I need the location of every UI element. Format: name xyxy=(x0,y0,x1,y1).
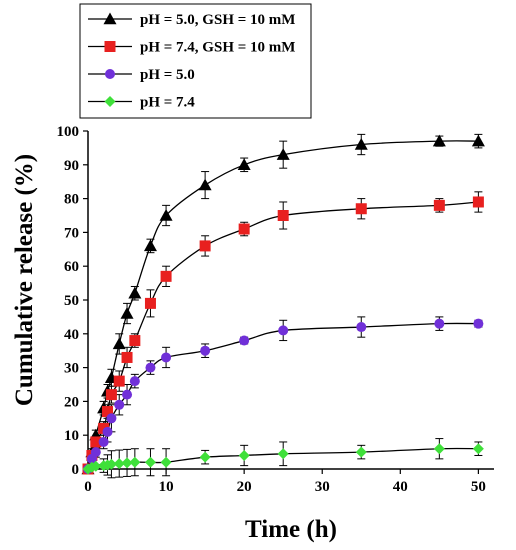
data-point-series-3 xyxy=(105,458,117,470)
data-point-series-1 xyxy=(144,297,156,309)
x-tick-label: 0 xyxy=(84,479,92,495)
legend-marker xyxy=(105,69,115,79)
legend: pH = 5.0, GSH = 10 mM pH = 7.4, GSH = 10 … xyxy=(79,3,312,119)
y-tick-label: 70 xyxy=(64,225,79,241)
y-tick-label: 90 xyxy=(64,158,79,174)
data-point-series-2 xyxy=(106,413,117,424)
data-point-series-1 xyxy=(433,199,445,211)
data-point-series-2 xyxy=(434,318,445,329)
y-tick-label: 10 xyxy=(64,428,79,444)
data-point-series-3 xyxy=(355,446,367,458)
x-tick-label: 40 xyxy=(393,479,408,495)
legend-label: pH = 5.0 xyxy=(140,67,195,83)
y-tick-label: 80 xyxy=(64,192,79,208)
data-point-series-2 xyxy=(90,447,101,458)
legend-marker xyxy=(104,41,116,52)
x-tick-label: 30 xyxy=(315,479,330,495)
y-tick-label: 30 xyxy=(64,361,79,377)
x-tick-label: 50 xyxy=(471,479,486,495)
data-point-series-2 xyxy=(239,335,250,346)
data-point-series-0 xyxy=(159,209,173,221)
data-point-series-1 xyxy=(98,422,110,434)
data-point-series-3 xyxy=(238,449,250,461)
legend-marker xyxy=(104,96,116,107)
x-tick-label: 20 xyxy=(237,479,252,495)
data-point-series-2 xyxy=(129,376,140,387)
data-point-series-1 xyxy=(199,240,211,252)
y-tick-label: 20 xyxy=(64,394,79,410)
data-point-series-3 xyxy=(129,456,141,468)
data-point-series-2 xyxy=(161,352,172,363)
series-markers xyxy=(81,134,485,475)
data-point-series-1 xyxy=(129,335,141,347)
data-point-series-1 xyxy=(105,389,117,401)
data-point-series-1 xyxy=(160,270,172,282)
data-point-series-3 xyxy=(472,443,484,455)
legend-marker xyxy=(103,12,117,25)
data-point-series-0 xyxy=(432,134,446,147)
data-point-series-2 xyxy=(145,362,156,373)
data-point-series-0 xyxy=(354,138,368,150)
data-point-series-1 xyxy=(90,436,102,448)
legend-label: pH = 7.4, GSH = 10 mM xyxy=(140,40,295,56)
data-point-series-2 xyxy=(122,389,133,400)
data-point-series-3 xyxy=(160,456,172,468)
x-tick-label: 10 xyxy=(159,479,174,495)
data-point-series-2 xyxy=(356,322,367,333)
data-point-series-0 xyxy=(276,148,290,160)
data-point-series-1 xyxy=(113,375,125,387)
y-tick-label: 40 xyxy=(64,327,79,343)
data-point-series-1 xyxy=(238,223,250,235)
data-point-series-1 xyxy=(277,210,289,221)
data-point-series-0 xyxy=(143,239,157,252)
x-axis-title: Time (h) xyxy=(245,516,337,543)
data-point-series-2 xyxy=(473,318,484,329)
data-point-series-3 xyxy=(90,460,102,472)
data-point-series-3 xyxy=(433,443,445,455)
data-point-series-3 xyxy=(113,458,125,470)
data-point-series-3 xyxy=(199,451,211,463)
data-point-series-2 xyxy=(102,426,113,437)
y-tick-label: 0 xyxy=(72,462,80,478)
axes: 0 10 20 30 40 50 60 70 80 90 100 0 10 20 30 40 50 Time (h… xyxy=(11,124,494,543)
data-point-series-1 xyxy=(121,351,133,363)
data-point-series-2 xyxy=(278,325,289,336)
data-point-series-1 xyxy=(355,203,367,215)
data-point-series-2 xyxy=(114,399,125,410)
data-point-series-0 xyxy=(112,337,126,350)
legend-label: pH = 5.0, GSH = 10 mM xyxy=(140,12,295,28)
data-point-series-3 xyxy=(121,457,133,469)
data-point-series-1 xyxy=(102,406,114,418)
y-tick-label: 100 xyxy=(57,124,80,140)
y-tick-label: 60 xyxy=(64,259,79,275)
data-point-series-3 xyxy=(277,448,289,460)
y-tick-label: 50 xyxy=(64,293,79,309)
data-point-series-0 xyxy=(128,286,142,299)
data-point-series-0 xyxy=(120,307,134,319)
legend-label: pH = 7.4 xyxy=(140,95,195,111)
data-point-series-0 xyxy=(237,158,251,170)
data-point-series-1 xyxy=(472,196,484,208)
data-point-series-0 xyxy=(198,178,212,191)
y-axis-title: Cumulative release (%) xyxy=(11,154,38,406)
data-point-series-2 xyxy=(200,345,211,356)
data-point-series-3 xyxy=(144,456,156,468)
legend-box xyxy=(79,3,312,119)
data-point-series-2 xyxy=(98,436,109,447)
data-point-series-0 xyxy=(471,134,485,147)
